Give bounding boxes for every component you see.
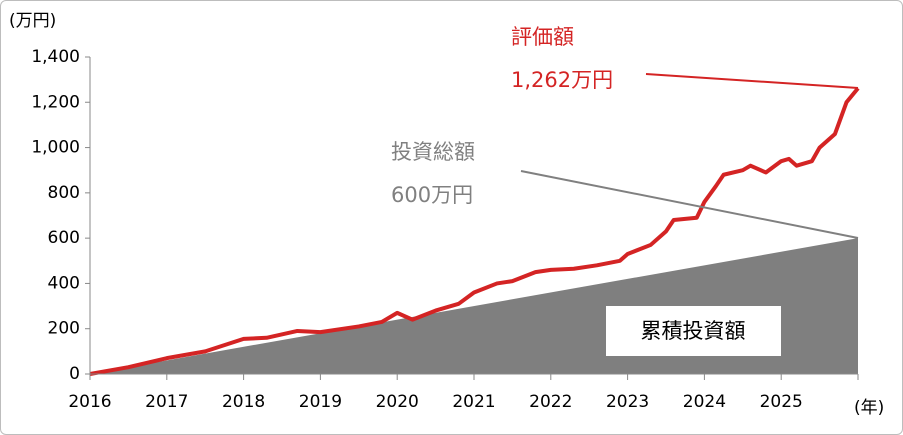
y-tick-label: 0 bbox=[69, 364, 80, 384]
x-tick-label: 2020 bbox=[376, 392, 419, 412]
line bbox=[89, 86, 860, 376]
y-tick-label: 600 bbox=[48, 228, 80, 248]
x-tick-label: 2019 bbox=[299, 392, 342, 412]
annotation: 投資総額 bbox=[391, 140, 475, 164]
y-tick-label: 200 bbox=[48, 319, 80, 339]
x-tick-label: 2024 bbox=[683, 392, 726, 412]
x-tick-label: 2021 bbox=[452, 392, 495, 412]
y-tick-label: 1,200 bbox=[31, 92, 80, 112]
x-tick-label: 2016 bbox=[68, 392, 111, 412]
x-tick-label: 2023 bbox=[606, 392, 649, 412]
annotation: 1,262万円 bbox=[511, 68, 613, 92]
y-tick-label: 400 bbox=[48, 273, 80, 293]
y-tick-label: 800 bbox=[48, 183, 80, 203]
line-label: 評価額 bbox=[511, 25, 574, 49]
area-label: 累積投資額 bbox=[641, 319, 746, 343]
y-tick-label: 1,400 bbox=[31, 47, 80, 67]
x-tick-label: 2022 bbox=[529, 392, 572, 412]
x-tick-label: 2025 bbox=[760, 392, 803, 412]
x-tick-label: 2018 bbox=[222, 392, 265, 412]
x-tick-label: 2017 bbox=[145, 392, 188, 412]
y-tick-label: 1,000 bbox=[31, 138, 80, 158]
x-unit: (年) bbox=[854, 398, 884, 418]
area-label-box bbox=[606, 306, 781, 356]
y-unit: (万円) bbox=[9, 11, 56, 31]
annotation: 600万円 bbox=[391, 183, 473, 207]
annotation-leader bbox=[520, 170, 859, 239]
annotation-leader bbox=[645, 73, 859, 89]
